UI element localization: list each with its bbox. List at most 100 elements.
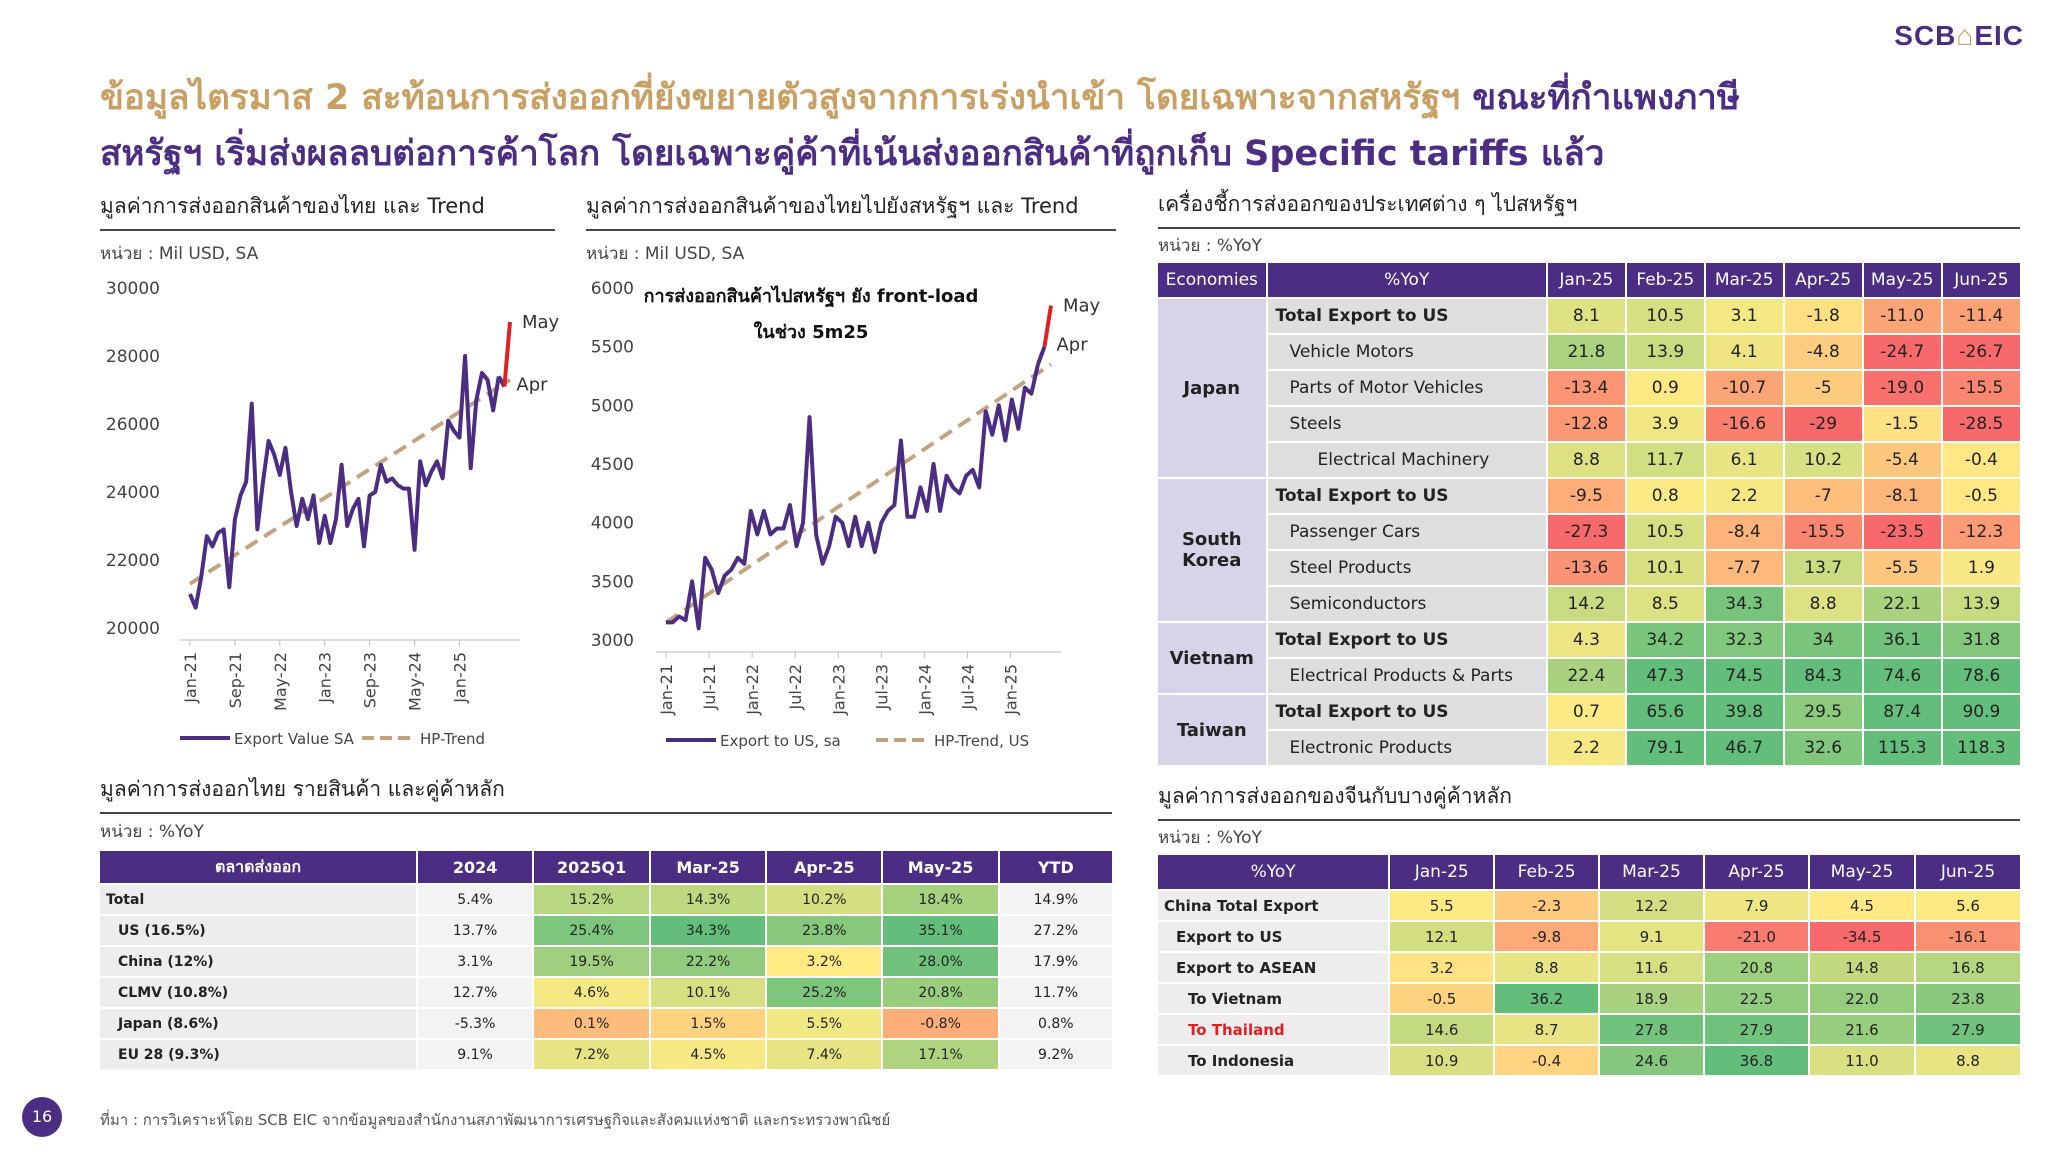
table2-unit: หน่วย : %YoY	[100, 822, 204, 842]
value-cell: -13.4	[1545, 369, 1627, 407]
x-tick-label: Jan-24	[915, 664, 934, 716]
y-tick-label: 20000	[106, 619, 160, 639]
table-row: Japan (8.6%) -5.3% 0.1% 1.5% 5.5% -0.8% 0.8%	[98, 1007, 1115, 1040]
row-label: Total Export to US	[1265, 693, 1548, 731]
value-cell: 115.3	[1861, 729, 1943, 767]
value-cell: -9.5	[1545, 477, 1627, 515]
value-cell: 27.9	[1913, 1013, 2023, 1046]
region-cell: South Korea	[1156, 477, 1268, 623]
value-cell: -23.5	[1861, 513, 1943, 551]
value-cell: 23.8	[1913, 982, 2023, 1015]
x-tick-label: Jan-21	[181, 652, 200, 704]
region-cell: Taiwan	[1156, 693, 1268, 767]
value-cell: 8.7	[1493, 1013, 1601, 1046]
table-row: EU 28 (9.3%) 9.1% 7.2% 4.5% 7.4% 17.1% 9.2%	[98, 1038, 1115, 1071]
row-label: Steel Products	[1265, 549, 1548, 587]
y-tick-label: 26000	[106, 415, 160, 435]
table-row: Steels -12.8 3.9 -16.6 -29 -1.5 -28.5	[1157, 405, 2023, 443]
table-row: Electrical Products & Parts 22.4 47.3 74.5 8…	[1157, 657, 2023, 695]
table-row: China (12%) 3.1% 19.5% 22.2% 3.2% 28.0% 17.9%	[98, 945, 1115, 978]
value-cell: 17.9%	[997, 945, 1115, 978]
value-cell: 16.8	[1913, 951, 2023, 984]
y-tick-label: 5500	[591, 338, 634, 358]
value-cell: 0.9	[1624, 369, 1706, 407]
value-cell: 14.2	[1545, 585, 1627, 623]
value-cell: 39.8	[1703, 693, 1785, 731]
value-cell: 11.0	[1807, 1044, 1916, 1077]
value-cell: -5.3%	[415, 1007, 535, 1040]
column-header: Jan-25	[1388, 853, 1496, 891]
logo-text-right: EIC	[1974, 20, 2024, 51]
value-cell: 0.7	[1545, 693, 1627, 731]
value-cell: 36.8	[1702, 1044, 1810, 1077]
value-cell: -16.1	[1913, 920, 2023, 953]
value-cell: 118.3	[1940, 729, 2023, 767]
value-cell: 25.4%	[532, 914, 652, 947]
value-cell: 7.2%	[532, 1038, 652, 1071]
value-cell: 22.5	[1702, 982, 1810, 1015]
value-cell: 4.5	[1807, 889, 1916, 922]
column-header: Feb-25	[1493, 853, 1601, 891]
label-apr: Apr	[516, 375, 548, 396]
x-tick-label: Jan-23	[316, 652, 335, 704]
row-label: To Thailand	[1155, 1013, 1391, 1046]
column-header: %YoY	[1265, 261, 1548, 299]
row-label: China (12%)	[98, 945, 418, 978]
x-tick-label: May-24	[406, 652, 425, 711]
value-cell: 47.3	[1624, 657, 1706, 695]
value-cell: 11.7	[1624, 441, 1706, 479]
value-cell: 32.3	[1703, 621, 1785, 659]
value-cell: 3.9	[1624, 405, 1706, 443]
value-cell: 87.4	[1861, 693, 1943, 731]
value-cell: 22.0	[1807, 982, 1916, 1015]
logo-text-left: SCB	[1894, 20, 1957, 51]
value-cell: 28.0%	[881, 945, 1000, 978]
value-cell: 8.5	[1624, 585, 1706, 623]
value-cell: 3.1%	[415, 945, 535, 978]
value-cell: -28.5	[1940, 405, 2023, 443]
value-cell: 22.4	[1545, 657, 1627, 695]
row-label: Export to US	[1155, 920, 1391, 953]
column-header: Jun-25	[1913, 853, 2023, 891]
series-point-may	[502, 321, 512, 387]
row-label: EU 28 (9.3%)	[98, 1038, 418, 1071]
column-header: Mar-25	[649, 849, 768, 885]
value-cell: -15.5	[1782, 513, 1864, 551]
column-header: Feb-25	[1624, 261, 1706, 299]
series-hp-trend	[664, 362, 1053, 625]
column-header: Mar-25	[1598, 853, 1705, 891]
value-cell: 8.8	[1913, 1044, 2023, 1077]
chart2-export-us: 6000 5500 5000 4500 4000 3500 3000 Jan-21 Jul-21…	[591, 279, 1101, 750]
table2-title: มูลค่าการส่งออกไทย รายสินค้า และคู่ค้าหล…	[100, 773, 1112, 814]
column-header: Economies	[1156, 261, 1268, 299]
table-row: Electronic Products 2.2 79.1 46.7 32.6 115.3 1…	[1157, 729, 2023, 767]
value-cell: 34	[1782, 621, 1864, 659]
row-label: To Vietnam	[1155, 982, 1391, 1015]
chart2-title: มูลค่าการส่งออกสินค้าของไทยไปยังสหรัฐฯ แ…	[586, 190, 1116, 231]
value-cell: 5.6	[1913, 889, 2023, 922]
value-cell: -8.4	[1703, 513, 1785, 551]
legend-series-label: Export to US, sa	[720, 732, 841, 750]
value-cell: 34.3%	[649, 914, 768, 947]
chart-annotation: การส่งออกสินค้าไปสหรัฐฯ ยัง front-load	[644, 285, 979, 308]
value-cell: -7.7	[1703, 549, 1785, 587]
row-label: US (16.5%)	[98, 914, 418, 947]
row-label: Steels	[1265, 405, 1548, 443]
value-cell: 74.5	[1703, 657, 1785, 695]
x-tick-label: Jul-23	[872, 664, 891, 710]
value-cell: 18.9	[1598, 982, 1705, 1015]
value-cell: 27.2%	[997, 914, 1115, 947]
y-tick-label: 6000	[591, 279, 634, 299]
value-cell: 3.2	[1388, 951, 1496, 984]
label-may: May	[1063, 296, 1101, 317]
row-label: Electronic Products	[1265, 729, 1548, 767]
column-header: May-25	[881, 849, 1000, 885]
y-tick-label: 30000	[106, 279, 160, 299]
legend-trend-label: HP-Trend, US	[934, 732, 1029, 750]
value-cell: 31.8	[1940, 621, 2023, 659]
series-point-may	[1042, 305, 1053, 347]
value-cell: 3.2%	[765, 945, 884, 978]
value-cell: 12.1	[1388, 920, 1496, 953]
value-cell: 13.9	[1940, 585, 2023, 623]
table-row: Electrical Machinery 8.8 11.7 6.1 10.2 -5.4 -0…	[1157, 441, 2023, 479]
